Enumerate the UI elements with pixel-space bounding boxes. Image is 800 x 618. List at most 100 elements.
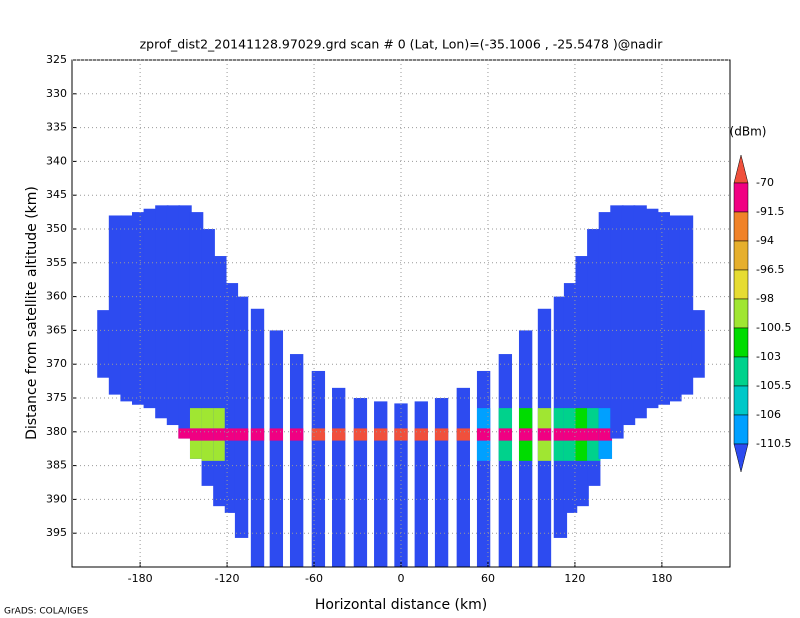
surface-echo: [289, 428, 304, 441]
colorbar-segment: [733, 414, 749, 445]
ray: [668, 215, 682, 402]
surface-echo: [456, 428, 470, 441]
ray: [414, 401, 428, 567]
surface-echo: [537, 428, 552, 441]
ray: [269, 330, 284, 567]
near-surface-echo: [201, 408, 215, 429]
colorbar-label: -100.5: [756, 321, 791, 334]
colorbar-label: -106: [756, 408, 781, 421]
ray: [394, 403, 408, 567]
colorbar-segment: [733, 240, 749, 271]
colorbar-label: -70: [756, 176, 774, 189]
ray: [189, 212, 204, 459]
ray: [332, 387, 346, 567]
x-tick-label: -60: [305, 572, 323, 585]
y-tick-label: 340: [46, 154, 67, 167]
near-surface-echo: [476, 408, 491, 429]
surface-echo: [414, 428, 428, 441]
x-tick-label: -180: [128, 572, 153, 585]
y-tick-label: 335: [46, 121, 67, 134]
plot-area: [97, 205, 705, 567]
y-tick-label: 385: [46, 459, 67, 472]
surface-echo: [498, 428, 513, 441]
surface-echo: [598, 428, 613, 441]
ray: [120, 215, 134, 402]
surface-echo: [234, 428, 249, 441]
ray: [311, 370, 326, 567]
near-surface-echo: [587, 440, 601, 461]
ray: [132, 212, 146, 405]
y-tick-label: 390: [46, 492, 67, 505]
colorbar-label: -98: [756, 292, 774, 305]
near-surface-echo: [537, 440, 552, 461]
surface-echo: [394, 428, 408, 441]
ray: [563, 283, 578, 513]
near-surface-echo: [553, 440, 568, 461]
near-surface-echo: [518, 408, 533, 429]
near-surface-echo: [189, 440, 204, 459]
near-surface-echo: [553, 408, 568, 429]
surface-echo: [553, 428, 568, 441]
surface-echo: [587, 428, 601, 441]
colorbar-label: -103: [756, 350, 781, 363]
ray: [289, 354, 304, 567]
ray: [679, 215, 694, 395]
near-surface-echo: [563, 440, 578, 461]
surface-echo: [563, 428, 578, 441]
ray: [97, 310, 111, 378]
ray: [155, 205, 169, 419]
chart-title: zprof_dist2_20141128.97029.grd scan # 0 …: [140, 37, 664, 52]
surface-echo: [575, 428, 589, 441]
y-tick-label: 330: [46, 87, 67, 100]
ray: [353, 398, 368, 567]
colorbar-segment: [733, 385, 749, 416]
surface-echo: [201, 428, 215, 441]
colorbar-segment: [733, 182, 749, 213]
y-tick-label: 395: [46, 526, 67, 539]
ray: [621, 205, 636, 426]
surface-echo: [250, 428, 265, 441]
near-surface-echo: [476, 440, 491, 461]
surface-echo: [178, 428, 192, 439]
surface-echo: [213, 428, 227, 441]
ray: [108, 215, 123, 395]
footer: GrADS: COLA/IGES: [4, 607, 88, 617]
y-tick-label: 370: [46, 357, 67, 370]
colorbar-segment: [733, 269, 749, 300]
y-tick-label: 345: [46, 188, 67, 201]
surface-echo: [332, 428, 346, 441]
y-tick-label: 360: [46, 290, 67, 303]
x-tick-label: 120: [564, 572, 585, 585]
y-axis-label: Distance from satellite altitude (km): [24, 186, 40, 440]
colorbar-arrow: [733, 154, 749, 184]
ray: [633, 205, 647, 419]
ray: [234, 296, 249, 538]
colorbar-segment: [733, 327, 749, 358]
near-surface-echo: [201, 440, 215, 461]
ray: [178, 205, 192, 439]
ray: [456, 387, 470, 567]
x-axis-label: Horizontal distance (km): [315, 597, 487, 613]
y-tick-label: 375: [46, 391, 67, 404]
colorbar-arrow: [733, 443, 749, 473]
near-surface-echo: [587, 408, 601, 429]
ray: [166, 205, 181, 426]
surface-echo: [434, 428, 449, 441]
colorbar-segment: [733, 211, 749, 242]
ray: [224, 283, 239, 513]
near-surface-echo: [575, 440, 589, 461]
colorbar-label: -105.5: [756, 379, 791, 392]
x-tick-label: 0: [398, 572, 405, 585]
y-tick-label: 355: [46, 256, 67, 269]
x-tick-label: 60: [481, 572, 495, 585]
colorbar-unit: (dBm): [730, 125, 767, 139]
ray: [374, 401, 388, 567]
y-tick-label: 325: [46, 53, 67, 66]
y-tick-label: 350: [46, 222, 67, 235]
near-surface-echo: [498, 440, 513, 461]
y-tick-label: 380: [46, 425, 67, 438]
surface-echo: [374, 428, 388, 441]
colorbar-segment: [733, 298, 749, 329]
